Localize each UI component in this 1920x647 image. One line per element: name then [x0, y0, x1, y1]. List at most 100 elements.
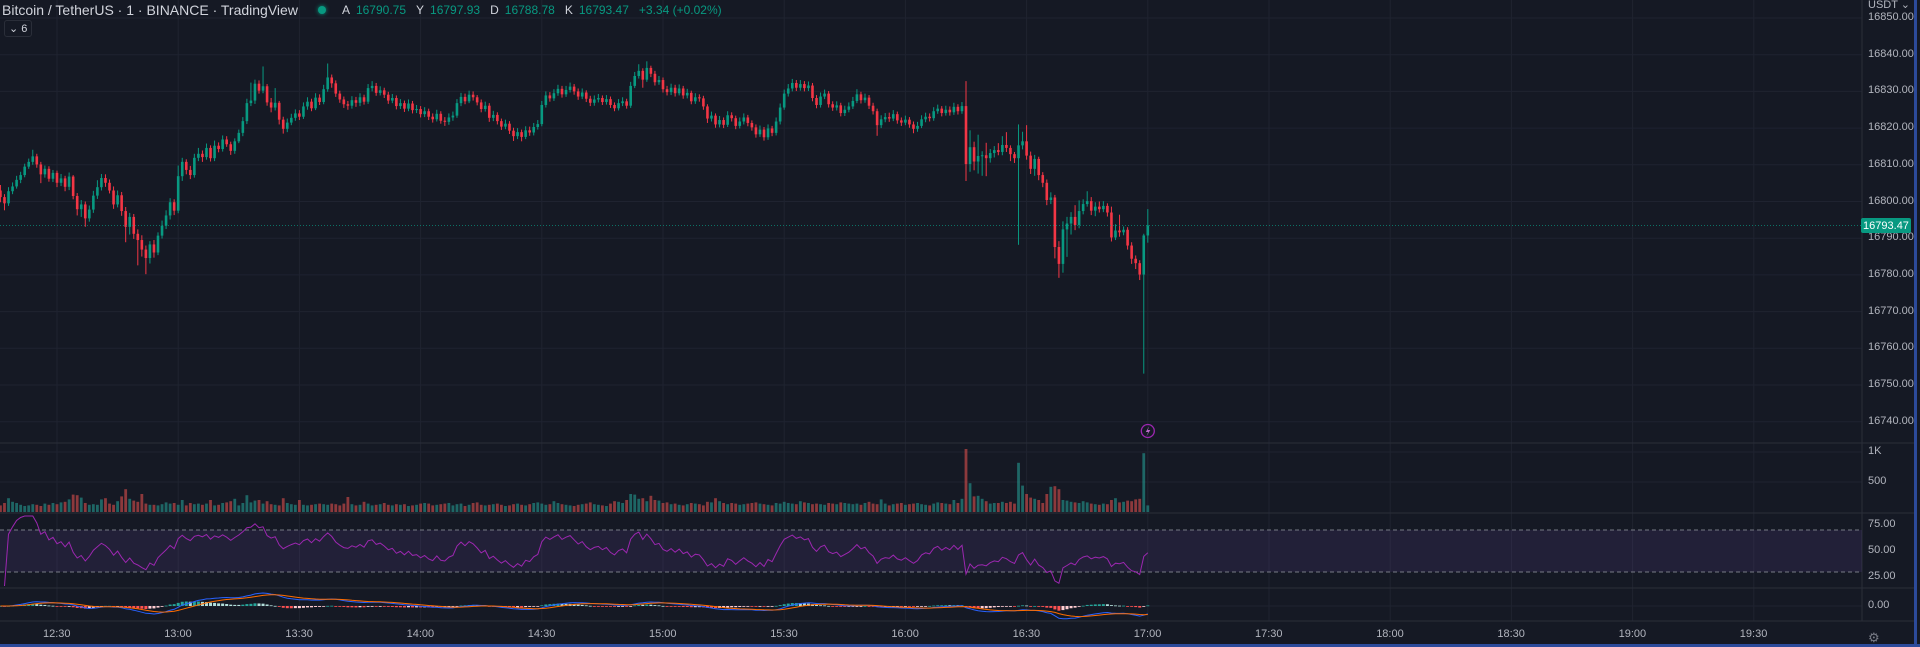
macd-histogram-bar — [798, 603, 802, 606]
volume-bar — [11, 501, 14, 512]
candle-up — [294, 113, 297, 118]
macd-histogram-bar — [1053, 606, 1057, 610]
candle-down — [382, 90, 386, 95]
candle-down — [1126, 229, 1129, 246]
volume-bar — [1041, 503, 1045, 512]
candle-down — [487, 105, 491, 118]
volume-bar — [374, 504, 378, 512]
macd-histogram-bar — [1077, 606, 1081, 607]
macd-histogram-bar — [932, 605, 936, 607]
macd-histogram-bar — [176, 602, 180, 606]
volume-bar — [940, 503, 944, 512]
volume-bar — [1077, 503, 1081, 512]
candle-down — [896, 114, 899, 121]
volume-bar — [742, 504, 746, 512]
volume-bar — [746, 503, 750, 512]
macd-histogram-bar — [899, 606, 903, 607]
open-key: A — [341, 3, 350, 17]
candle-up — [847, 106, 851, 110]
candle-down — [1037, 158, 1041, 176]
candle-down — [277, 102, 281, 120]
macd-histogram-bar — [334, 606, 338, 607]
candle-down — [265, 86, 269, 103]
volume-bar — [257, 500, 261, 512]
gear-icon[interactable]: ⚙ — [1868, 630, 1880, 645]
volume-bar — [532, 503, 536, 512]
macd-histogram-bar — [831, 606, 835, 607]
candle-down — [395, 98, 398, 107]
candle-up — [253, 83, 257, 101]
macd-histogram-bar — [855, 606, 859, 607]
macd-histogram-bar — [988, 606, 992, 608]
volume-bar — [1013, 503, 1016, 512]
volume-bar — [1057, 489, 1061, 512]
volume-bar — [71, 494, 75, 512]
candle-down — [795, 82, 798, 88]
volume-bar — [447, 503, 451, 512]
candle-up — [197, 153, 200, 158]
volume-bar — [168, 503, 172, 512]
candle-up — [936, 108, 940, 112]
volume-bar — [431, 505, 435, 512]
volume-bar — [245, 495, 249, 512]
volume-bar — [968, 483, 972, 512]
candle-up — [1085, 201, 1089, 205]
macd-histogram-bar — [229, 604, 233, 606]
currency-selector[interactable]: USDT ⌄ — [1868, 0, 1911, 11]
symbol-title[interactable]: Bitcoin / TetherUS · 1 · BINANCE · Tradi… — [2, 2, 298, 18]
volume-bar — [601, 505, 604, 512]
macd-histogram-bar — [689, 606, 693, 608]
macd-histogram-bar — [43, 604, 47, 606]
volume-bar — [976, 495, 980, 512]
candle-up — [782, 93, 786, 108]
volume-bar — [827, 503, 831, 512]
volume-bar — [269, 504, 273, 512]
volume-bar — [342, 503, 346, 512]
volume-bar — [459, 503, 463, 512]
macd-histogram-bar — [55, 606, 59, 607]
volume-bar — [140, 494, 144, 512]
macd-histogram-bar — [528, 606, 532, 607]
macd-histogram-bar — [431, 606, 435, 608]
candle-down — [548, 95, 552, 99]
candle-up — [168, 202, 172, 216]
candle-up — [233, 141, 237, 151]
volume-bar — [851, 504, 855, 512]
volume-bar — [47, 504, 51, 512]
candle-up — [241, 121, 245, 133]
macd-histogram-bar — [936, 605, 940, 607]
candle-up — [657, 80, 661, 83]
candle-down — [132, 216, 136, 234]
candle-down — [310, 101, 313, 109]
macd-histogram-bar — [584, 605, 588, 607]
candle-down — [900, 120, 903, 123]
macd-histogram-bar — [911, 606, 915, 607]
volume-bar — [1122, 501, 1125, 512]
macd-histogram-bar — [245, 604, 249, 606]
macd-histogram-bar — [984, 606, 988, 609]
candle-up — [51, 172, 55, 179]
macd-histogram-bar — [1057, 606, 1061, 611]
volume-bar — [1073, 502, 1077, 512]
candle-up — [79, 204, 83, 210]
candle-up — [1122, 229, 1125, 233]
candle-up — [580, 92, 584, 97]
candle-down — [1134, 258, 1137, 264]
volume-bar — [649, 495, 653, 512]
macd-histogram-bar — [362, 606, 366, 608]
candle-up — [718, 120, 721, 125]
macd-histogram-bar — [318, 606, 322, 607]
macd-histogram-bar — [782, 604, 786, 606]
macd-histogram-bar — [996, 606, 1000, 608]
candle-up — [1061, 229, 1065, 264]
candle-down — [714, 115, 717, 125]
macd-histogram-bar — [378, 606, 382, 607]
volume-bar — [415, 504, 418, 512]
volume-bar — [904, 504, 907, 512]
volume-bar — [500, 504, 503, 512]
candle-up — [710, 115, 713, 119]
candle-down — [972, 147, 976, 162]
indicators-toggle-button[interactable]: ⌄ 6 — [4, 20, 33, 37]
candle-up — [807, 85, 810, 89]
